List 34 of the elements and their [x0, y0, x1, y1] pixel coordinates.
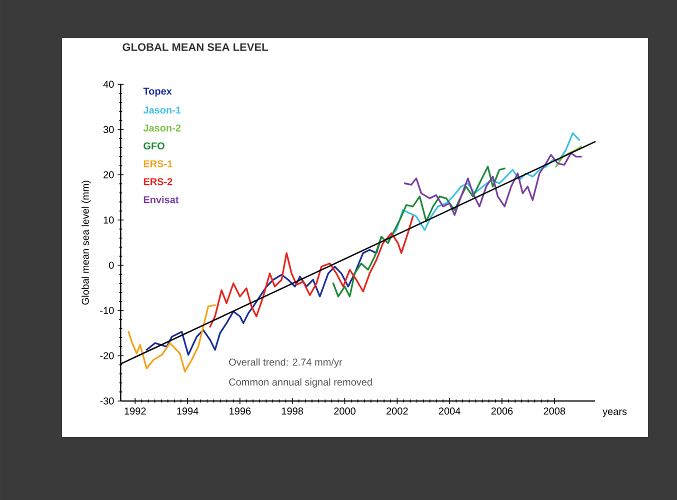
text: Jason-1: [143, 106, 181, 114]
text: ERS-1: [144, 160, 172, 168]
line-series: [555, 146, 582, 168]
y-tick-label: -10: [100, 306, 114, 314]
y-tick-label: 10: [104, 216, 114, 224]
annotation: Common annual signal removed: [229, 378, 372, 388]
x-tick-label: 2004: [438, 408, 460, 415]
y-tick-label: -20: [100, 352, 114, 360]
text: ERS-2: [144, 178, 172, 186]
y-tick-label: 0: [109, 262, 114, 269]
x-tick-label: 2008: [544, 408, 566, 415]
x-tick-label: 1992: [124, 408, 146, 415]
text: GFO: [144, 142, 164, 150]
y-tick-label: 40: [103, 80, 114, 88]
annotation: Overall trend: 2.74 mm/yr: [229, 358, 342, 368]
text: Envisat: [144, 196, 179, 204]
y-tick-label: 20: [104, 171, 114, 178]
line-series: [332, 166, 506, 298]
line-series: [404, 152, 582, 216]
text: Jason-2: [143, 124, 181, 132]
y-tick-label: 30: [103, 126, 114, 134]
text: Topex: [143, 88, 172, 97]
x-tick-label: 1998: [282, 408, 304, 415]
x-axis-title: years: [602, 410, 627, 417]
x-tick-label: 2000: [334, 408, 356, 415]
x-tick-label: 1996: [230, 408, 251, 415]
line-series: [209, 216, 414, 328]
chart-title: GLOBAL MEAN SEA LEVEL: [122, 43, 268, 52]
y-axis-title: Global mean sea level (mm): [82, 180, 91, 305]
x-tick-label: 1994: [177, 408, 198, 415]
line-series: [128, 304, 216, 372]
x-tick-label: 2006: [491, 408, 513, 415]
y-tick-label: -30: [100, 397, 114, 405]
x-tick-label: 2002: [386, 408, 408, 415]
